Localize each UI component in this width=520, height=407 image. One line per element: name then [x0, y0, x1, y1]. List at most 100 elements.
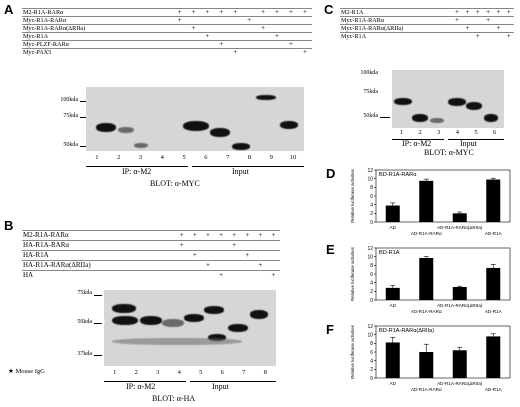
- input-underline: [190, 381, 276, 382]
- lane-mark: +: [214, 40, 229, 49]
- lane-mark: +: [201, 230, 215, 241]
- panel-b-blot: [104, 290, 276, 366]
- lane-mark: +: [270, 8, 284, 17]
- lane-mark: [253, 240, 267, 251]
- lane-table-row: Myc-R1A-RARα + +: [22, 16, 312, 25]
- mw-tick: [94, 323, 102, 324]
- lane-mark: +: [188, 230, 202, 241]
- lane-mark: [201, 270, 215, 280]
- lane-mark: [240, 240, 254, 251]
- lane-number: 4: [455, 129, 459, 136]
- lane-mark: [214, 260, 228, 271]
- lane-mark: [256, 16, 271, 25]
- lane-mark: [283, 48, 298, 56]
- construct-label: Myc-PAX5: [22, 48, 173, 56]
- y-tick-label: 6: [370, 194, 373, 200]
- blot-band: [394, 98, 412, 105]
- mw-tick: [380, 117, 390, 118]
- construct-label: Myc-R1A-RARα: [340, 16, 452, 25]
- lane-mark: +: [493, 24, 504, 33]
- lane-mark: [451, 24, 463, 33]
- lane-mark: [188, 260, 202, 271]
- category-label: AD-R1A: [485, 231, 503, 236]
- lane-table-row: M2-R1A-RARα + + + + + + + +: [22, 230, 280, 241]
- lane-mark: [227, 250, 241, 261]
- chart-title: BD-R1A-RARα(ΔRIIa): [379, 328, 434, 334]
- lane-number: 3: [437, 129, 441, 136]
- lane-mark: +: [266, 230, 280, 241]
- lane-mark: +: [201, 260, 215, 271]
- y-axis-label: Relative luciferase activities: [350, 324, 355, 379]
- bar: [486, 179, 501, 222]
- mw-marker-label: 37kda: [77, 351, 92, 357]
- lane-mark: [266, 250, 280, 261]
- blot-band: [140, 316, 162, 325]
- lane-mark: +: [256, 24, 271, 33]
- lane-mark: [297, 24, 312, 33]
- lane-mark: [175, 250, 189, 261]
- bar: [419, 180, 434, 222]
- lane-mark: [188, 270, 202, 280]
- lane-mark: +: [175, 240, 189, 251]
- lane-mark: +: [451, 8, 463, 17]
- lane-mark: [270, 48, 284, 56]
- construct-label: M2-R1A-RARα: [22, 230, 176, 241]
- lane-mark: [172, 48, 187, 56]
- lane-mark: [462, 16, 473, 25]
- lane-mark: +: [462, 8, 473, 17]
- lane-mark: +: [482, 8, 494, 17]
- blot-band: [112, 338, 242, 345]
- lane-mark: [214, 240, 228, 251]
- ip-label: IP: α-M2: [402, 139, 432, 148]
- lane-mark: +: [240, 230, 254, 241]
- construct-label: Myc-R1A-RARα(ΔRIIa): [340, 24, 452, 33]
- input-underline: [448, 139, 504, 140]
- lane-mark: [240, 270, 254, 280]
- lane-number: 4: [177, 369, 181, 376]
- blot-band: [228, 324, 248, 332]
- blot-band: [162, 319, 184, 327]
- construct-label: HA: [22, 270, 176, 280]
- lane-mark: +: [493, 8, 504, 17]
- lane-mark: +: [188, 250, 202, 261]
- lane-mark: +: [482, 16, 494, 25]
- y-tick-label: 4: [370, 358, 373, 364]
- lane-mark: [175, 270, 189, 280]
- panel-letter-c: C: [324, 2, 334, 17]
- ip-underline: [104, 381, 186, 382]
- lane-table-row: Myc-R1A + +: [340, 32, 514, 40]
- lane-mark: [201, 240, 215, 251]
- lane-mark: [214, 24, 229, 33]
- blot-band: [256, 95, 276, 100]
- lane-mark: [283, 16, 298, 25]
- lane-mark: [472, 16, 483, 25]
- blot-band: [208, 334, 226, 341]
- lane-number: 6: [204, 154, 208, 161]
- blot-band: [448, 98, 466, 106]
- lane-mark: [283, 32, 298, 41]
- lane-mark: +: [242, 16, 257, 25]
- mw-marker-label: 50kda: [63, 142, 78, 148]
- lane-mark: [188, 240, 202, 251]
- bar: [486, 267, 501, 300]
- mw-tick: [80, 101, 86, 102]
- blot-band: [183, 121, 209, 131]
- lane-mark: +: [228, 8, 243, 17]
- mw-tick: [80, 117, 86, 118]
- y-tick-label: 6: [370, 272, 373, 278]
- lane-mark: +: [270, 32, 284, 41]
- mw-marker-label: 50kda: [77, 319, 92, 325]
- lane-mark: [242, 24, 257, 33]
- lane-mark: +: [214, 230, 228, 241]
- lane-table-row: Myc-R1A-RARα + +: [340, 16, 514, 25]
- y-tick-label: 10: [367, 254, 373, 260]
- panel-c-lane-table: M2-R1A + + + + + + Myc-R1A-RARα + + Myc-R1A-RARα(Δ…: [340, 8, 514, 40]
- lane-mark: [172, 24, 187, 33]
- lane-mark: [462, 32, 473, 40]
- lane-mark: [297, 32, 312, 41]
- lane-mark: [214, 48, 229, 56]
- panel-a-blot: [86, 87, 304, 151]
- lane-mark: [200, 48, 215, 56]
- lane-mark: +: [503, 8, 514, 17]
- blot-band: [118, 127, 134, 133]
